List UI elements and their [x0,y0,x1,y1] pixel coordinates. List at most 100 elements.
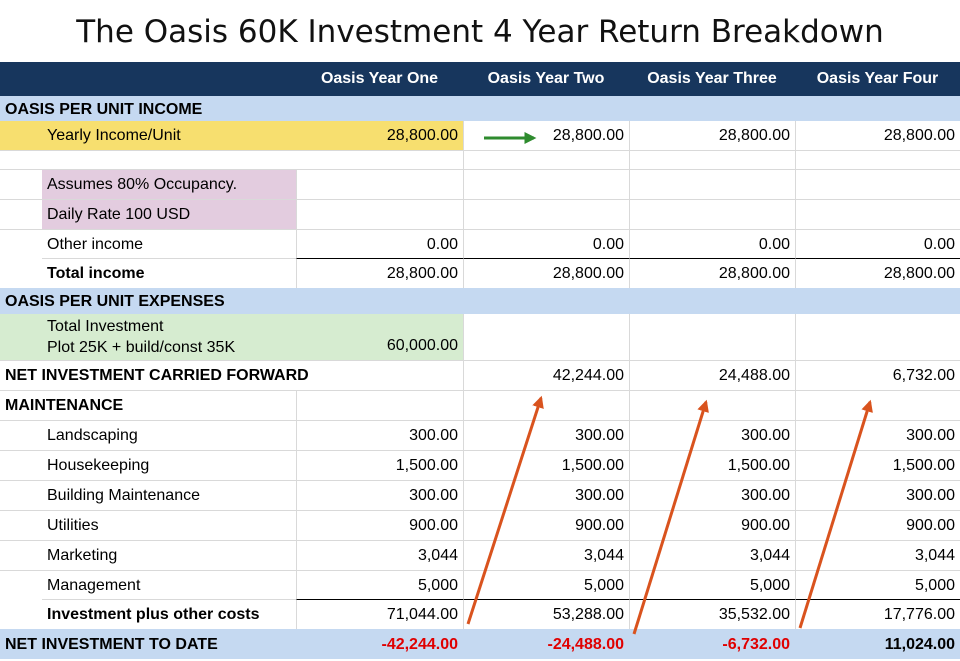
year-three-value: 35,532.00 [629,600,795,629]
table-row: Utilities 900.00 900.00 900.00 900.00 [0,511,960,541]
year-four-value: 5,000 [795,571,960,600]
year-two-value: 3,044 [463,541,629,570]
year-one-value: 300.00 [296,481,463,510]
maintenance-total-row: Investment plus other costs 71,044.00 53… [0,600,960,629]
column-header-year-two: Oasis Year Two [487,70,605,87]
blank-cell [795,200,960,229]
blank-cell [463,391,629,420]
row-label: Investment plus other costs [47,606,260,623]
column-header-year-four: Oasis Year Four [816,70,939,87]
occupancy-note: Assumes 80% Occupancy. [42,170,296,199]
occupancy-note-row: Assumes 80% Occupancy. [0,170,960,200]
return-table: Oasis Year One Oasis Year Two Oasis Year… [0,62,960,659]
column-header-year-three: Oasis Year Three [647,70,777,87]
page-title: The Oasis 60K Investment 4 Year Return B… [76,14,884,50]
blank-cell [296,391,463,420]
year-two-value: 1,500.00 [463,451,629,480]
year-three-value: 1,500.00 [629,451,795,480]
row-label: NET INVESTMENT TO DATE [5,636,218,653]
year-two-value: 0.00 [463,230,629,259]
blank-cell [795,151,960,169]
row-label: Building Maintenance [47,487,200,504]
year-three-value: 5,000 [629,571,795,600]
year-three-value: 28,800.00 [629,259,795,288]
year-four-value: 11,024.00 [884,636,955,653]
year-two-value: 28,800.00 [463,259,629,288]
blank-cell [463,200,629,229]
blank-cell [795,391,960,420]
year-two-value: 28,800.00 [463,121,629,150]
table-row: Housekeeping 1,500.00 1,500.00 1,500.00 … [0,451,960,481]
row-label: Other income [42,230,296,259]
income-section-header: OASIS PER UNIT INCOME [0,96,960,121]
blank-cell [629,170,795,199]
table-row: Building Maintenance 300.00 300.00 300.0… [0,481,960,511]
year-one-value: 28,800.00 [296,121,463,150]
blank-cell [296,200,463,229]
year-three-value: -6,732.00 [722,636,790,653]
year-two-value: -24,488.00 [547,636,624,653]
table-row: Management 5,000 5,000 5,000 5,000 [0,571,960,600]
row-label: NET INVESTMENT CARRIED FORWARD [5,367,309,384]
blank-cell [795,314,960,360]
year-four-value: 3,044 [795,541,960,570]
year-three-value: 300.00 [629,421,795,450]
year-four-value: 0.00 [795,230,960,259]
year-four-value: 6,732.00 [795,361,960,390]
total-investment-label-line2: Plot 25K + build/const 35K [47,339,236,356]
blank-cell [795,170,960,199]
carried-forward-row: NET INVESTMENT CARRIED FORWARD 42,244.00… [0,361,960,391]
year-four-value: 17,776.00 [795,600,960,629]
year-one-value: -42,244.00 [381,636,458,653]
row-label: Total income [47,265,145,282]
year-four-value: 1,500.00 [795,451,960,480]
year-four-value: 300.00 [795,421,960,450]
year-one-value: 1,500.00 [296,451,463,480]
year-one-value: 28,800.00 [296,259,463,288]
year-two-value: 300.00 [463,421,629,450]
blank-cell [629,314,795,360]
year-three-value: 3,044 [629,541,795,570]
year-four-value: 28,800.00 [795,121,960,150]
year-one-value: 300.00 [296,421,463,450]
year-three-value: 300.00 [629,481,795,510]
blank-cell [463,170,629,199]
expenses-section-header: OASIS PER UNIT EXPENSES [0,288,960,314]
column-header-year-one: Oasis Year One [320,70,439,87]
row-spacer [0,121,42,150]
blank-cell [463,151,629,169]
year-three-value: 0.00 [629,230,795,259]
row-spacer [0,314,42,360]
net-to-date-row: NET INVESTMENT TO DATE -42,244.00 -24,48… [0,629,960,659]
row-label: Housekeeping [47,457,150,474]
blank-cell [296,170,463,199]
daily-rate-note-row: Daily Rate 100 USD [0,200,960,230]
blank-cell [629,391,795,420]
year-one-value: 900.00 [296,511,463,540]
year-one-value: 5,000 [296,571,463,600]
year-one-value: 0.00 [296,230,463,259]
year-four-value: 300.00 [795,481,960,510]
total-investment-row: Total Investment Plot 25K + build/const … [0,314,960,361]
year-two-value: 42,244.00 [463,361,629,390]
year-three-value: 28,800.00 [629,121,795,150]
yearly-income-row: Yearly Income/Unit 28,800.00 28,800.00 2… [0,121,960,151]
year-three-value: 900.00 [629,511,795,540]
table-row: Landscaping 300.00 300.00 300.00 300.00 [0,421,960,451]
section-title: OASIS PER UNIT EXPENSES [5,293,225,310]
year-four-value: 900.00 [795,511,960,540]
blank-cell [463,314,629,360]
table-row: Marketing 3,044 3,044 3,044 3,044 [0,541,960,571]
total-income-row: Total income 28,800.00 28,800.00 28,800.… [0,259,960,288]
row-label: Marketing [47,547,118,564]
other-income-row: Other income 0.00 0.00 0.00 0.00 [0,230,960,259]
year-one-value: 3,044 [296,541,463,570]
year-two-value: 900.00 [463,511,629,540]
blank-cell [629,151,795,169]
total-investment-label-line1: Total Investment [47,318,164,335]
year-four-value: 28,800.00 [795,259,960,288]
row-label: Utilities [47,517,99,534]
row-label: Management [42,571,296,600]
blank-cell [629,200,795,229]
year-two-value: 53,288.00 [463,600,629,629]
